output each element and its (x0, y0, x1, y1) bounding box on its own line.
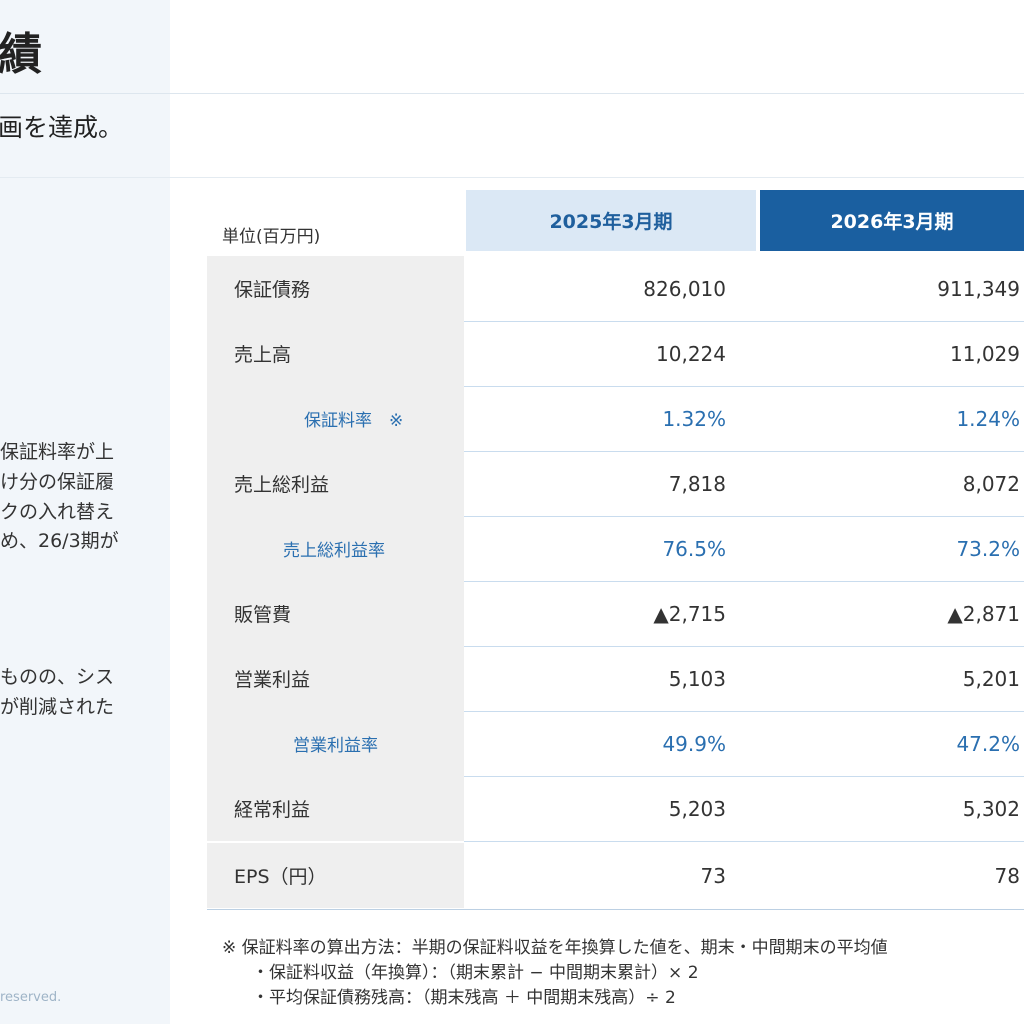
value-2025: 1.32% (662, 406, 726, 431)
row-label-cell (207, 386, 464, 451)
table-row: EPS（円） 73 78 (207, 843, 1024, 908)
row-divider (464, 581, 1024, 582)
row-label: 営業利益 (234, 669, 311, 691)
table-row: 売上総利益 7,818 8,072 (207, 451, 1024, 517)
value-2026: 73.2% (956, 536, 1020, 561)
table-row: 売上総利益率 76.5% 73.2% (207, 516, 1024, 582)
value-2026: 47.2% (956, 731, 1020, 756)
table-row: 保証料率 ※ 1.32% 1.24% (207, 386, 1024, 452)
row-label-cell (207, 776, 464, 841)
table-row: 売上高 10,224 11,029 (207, 321, 1024, 387)
body-line: ものの、シス (0, 666, 115, 688)
row-label-cell (207, 581, 464, 646)
row-label: 売上総利益率 (283, 541, 385, 561)
row-divider (464, 386, 1024, 387)
value-2025: 826,010 (643, 276, 726, 301)
value-2026: 1.24% (956, 406, 1020, 431)
row-divider (464, 711, 1024, 712)
row-divider (464, 321, 1024, 322)
value-2025: 49.9% (662, 731, 726, 756)
value-2025: 73 (700, 863, 726, 888)
column-header-2025: 2025年3月期 (466, 190, 756, 251)
row-label: 保証債務 (234, 279, 311, 301)
row-divider (464, 841, 1024, 842)
table-row: 経常利益 5,203 5,302 (207, 776, 1024, 842)
row-label: 営業利益率 (293, 736, 378, 756)
page-title: 績 (0, 29, 42, 80)
column-header-2026: 2026年3月期 (760, 190, 1024, 251)
row-divider (464, 516, 1024, 517)
footnote: ・平均保証債務残高：（期末残高 ＋ 中間期末残高）÷ 2 (252, 988, 676, 1008)
value-2026: ▲2,871 (947, 601, 1020, 626)
row-label-cell (207, 646, 464, 711)
subtitle-divider (0, 177, 1024, 178)
unit-label: 単位(百万円) (222, 227, 321, 247)
row-label-cell (207, 451, 464, 516)
value-2026: 5,302 (962, 796, 1020, 821)
row-label: 経常利益 (234, 799, 311, 821)
footnote: ※ 保証料率の算出方法：半期の保証料収益を年換算した値を、期末・中間期末の平均値 (222, 938, 888, 958)
value-2025: 7,818 (668, 471, 726, 496)
table-row: 保証債務 826,010 911,349 (207, 256, 1024, 322)
copyright-text: reserved. (0, 990, 62, 1005)
table-row: 営業利益 5,103 5,201 (207, 646, 1024, 712)
body-line: 保証料率が上 (0, 441, 115, 463)
body-line: め、26/3期が (0, 530, 119, 552)
row-divider (464, 646, 1024, 647)
row-divider (464, 776, 1024, 777)
value-2026: 78 (994, 863, 1020, 888)
row-label-cell (207, 711, 464, 776)
page-subtitle: 画を達成。 (0, 113, 124, 142)
body-line: け分の保証履 (0, 471, 115, 493)
left-panel (0, 0, 170, 1024)
row-label-cell (207, 256, 464, 321)
row-divider (464, 451, 1024, 452)
row-label: 売上高 (234, 344, 292, 366)
body-line: クの入れ替え (0, 501, 115, 523)
row-label-cell (207, 516, 464, 581)
row-label-cell (207, 843, 464, 908)
value-2025: 76.5% (662, 536, 726, 561)
value-2026: 5,201 (962, 666, 1020, 691)
row-label: 保証料率 ※ (304, 411, 404, 431)
value-2025: 5,103 (668, 666, 726, 691)
value-2025: 5,203 (668, 796, 726, 821)
header-divider (0, 93, 1024, 94)
table-row: 営業利益率 49.9% 47.2% (207, 711, 1024, 777)
value-2025: ▲2,715 (653, 601, 726, 626)
table-row: 販管費 ▲2,715 ▲2,871 (207, 581, 1024, 647)
row-label: 販管費 (234, 604, 292, 626)
row-label: EPS（円） (234, 866, 327, 888)
value-2026: 11,029 (950, 341, 1020, 366)
table-bottom-border (207, 909, 1024, 910)
row-label-cell (207, 321, 464, 386)
value-2025: 10,224 (656, 341, 726, 366)
footnote: ・保証料収益（年換算）：（期末累計 − 中間期末累計）× 2 (252, 963, 699, 983)
row-label: 売上総利益 (234, 474, 330, 496)
body-line: が削減された (0, 696, 115, 718)
value-2026: 911,349 (937, 276, 1020, 301)
value-2026: 8,072 (962, 471, 1020, 496)
